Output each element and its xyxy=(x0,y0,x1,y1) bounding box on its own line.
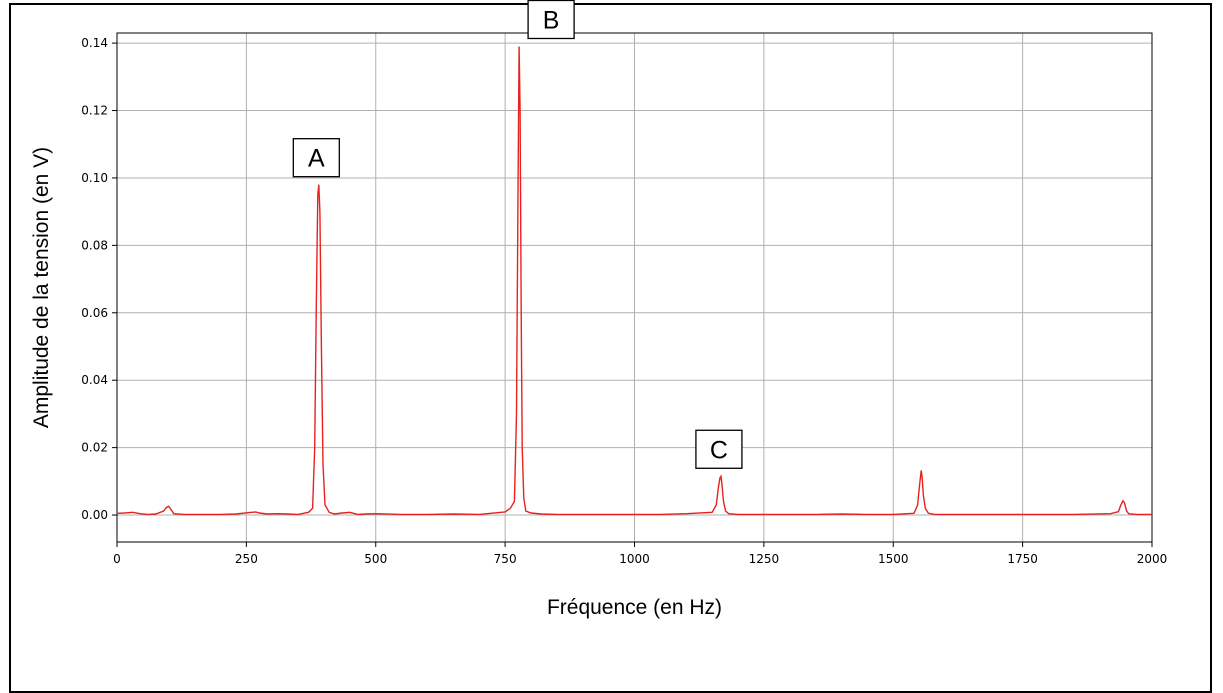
y-axis-ticks: 0.00 0.02 0.04 0.06 0.08 0.10 0.12 0.14 xyxy=(81,36,117,522)
x-tick-label: 500 xyxy=(364,552,387,566)
x-tick-label: 1500 xyxy=(878,552,909,566)
x-tick-label: 1000 xyxy=(619,552,650,566)
y-tick-label: 0.10 xyxy=(81,171,108,185)
x-tick-label: 2000 xyxy=(1137,552,1168,566)
peak-label-box xyxy=(695,429,743,469)
amplitude-line xyxy=(116,46,1152,516)
peak-label-a: A xyxy=(292,138,340,178)
grid xyxy=(116,33,1153,542)
peak-label-text: A xyxy=(308,145,325,173)
y-tick-label: 0.14 xyxy=(81,36,108,50)
peak-label-text: B xyxy=(543,6,560,34)
y-tick-label: 0.02 xyxy=(81,441,108,455)
y-tick-label: 0.12 xyxy=(81,104,108,118)
x-axis-ticks: 0 250 500 750 1000 1250 1500 1750 2000 xyxy=(113,542,1167,566)
peak-label-c: C xyxy=(695,429,743,469)
peak-label-box xyxy=(292,138,340,178)
x-tick-label: 1250 xyxy=(749,552,780,566)
y-tick-label: 0.08 xyxy=(81,238,108,252)
peak-label-box xyxy=(527,0,575,40)
x-axis-label: Fréquence (en Hz) xyxy=(547,596,722,619)
peak-label-b: B xyxy=(527,0,575,40)
spectrum-chart: 0 250 500 750 1000 1250 1500 1750 2000 0.000.020… xyxy=(30,0,1167,619)
x-tick-label: 1750 xyxy=(1007,552,1038,566)
y-tick-label: 0.04 xyxy=(81,373,108,387)
x-tick-label: 750 xyxy=(494,552,517,566)
x-tick-label: 250 xyxy=(235,552,258,566)
y-tick-label: 0.00 xyxy=(81,508,108,522)
peak-label-text: C xyxy=(710,436,728,464)
peak-annotations: A B C xyxy=(292,0,743,469)
y-axis-label: Amplitude de la tension (en V) xyxy=(30,147,53,428)
x-tick-label: 0 xyxy=(113,552,121,566)
y-tick-label: 0.06 xyxy=(81,306,108,320)
